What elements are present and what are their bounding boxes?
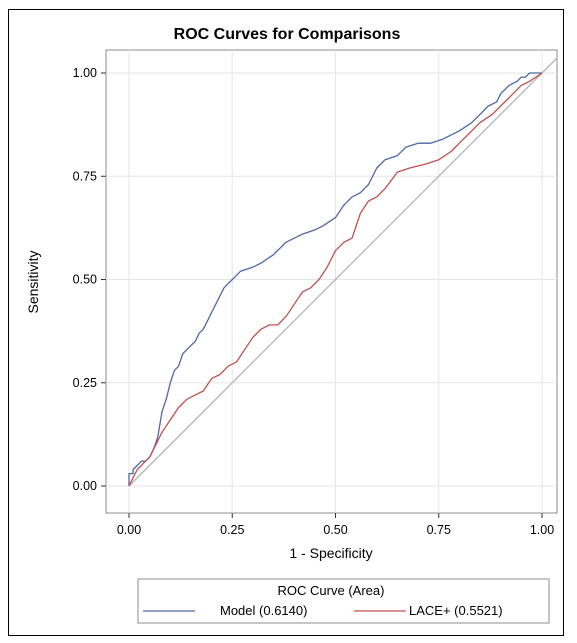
x-tick-label: 0.00 [117, 523, 141, 537]
y-tick-label: 0.75 [73, 169, 97, 183]
x-tick-label: 0.50 [323, 523, 347, 537]
y-axis-label: Sensitivity [25, 250, 41, 313]
legend-title: ROC Curve (Area) [278, 583, 385, 598]
x-tick-label: 1.00 [530, 523, 554, 537]
x-axis-label: 1 - Specificity [289, 545, 372, 561]
roc-chart: ROC Curves for Comparisons 0.00 0.25 0.50 0… [9, 10, 565, 637]
legend-label-lace-plus: LACE+ (0.5521) [409, 603, 503, 618]
chart-frame: ROC Curves for Comparisons 0.00 0.25 0.50 0… [8, 9, 564, 636]
chart-title: ROC Curves for Comparisons [174, 26, 401, 43]
legend-label-model: Model (0.6140) [220, 603, 307, 618]
y-tick-label: 0.50 [73, 273, 97, 287]
x-tick-label: 0.75 [427, 523, 451, 537]
x-tick-label: 0.25 [220, 523, 244, 537]
x-tick-labels: 0.00 0.25 0.50 0.75 1.00 [117, 523, 554, 537]
y-tick-labels: 0.00 0.25 0.50 0.75 1.00 [73, 66, 97, 493]
y-tick-label: 0.00 [73, 479, 97, 493]
y-tick-label: 1.00 [73, 66, 97, 80]
y-tick-label: 0.25 [73, 376, 97, 390]
plot-area [106, 50, 557, 513]
